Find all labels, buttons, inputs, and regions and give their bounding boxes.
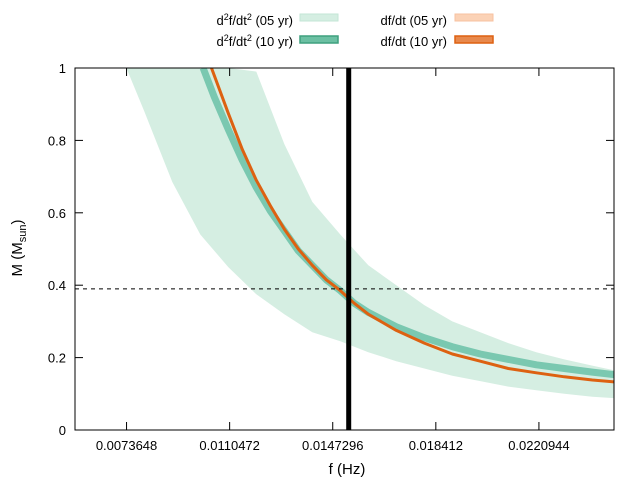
y-axis-label-subscript: sun bbox=[17, 225, 29, 243]
legend-label-d2fdt2-10yr-part: 2 bbox=[224, 33, 229, 43]
plot-area bbox=[75, 68, 614, 430]
legend-label-d2fdt2-10yr: d2f/dt2 (10 yr) bbox=[216, 33, 293, 49]
plot-frame bbox=[74, 67, 615, 431]
x-tick-label: 0.0110472 bbox=[199, 438, 260, 453]
y-axis-label-close: ) bbox=[9, 220, 26, 225]
x-tick-label: 0.0220944 bbox=[508, 438, 569, 453]
legend-label-d2fdt2-05yr-part: 2 bbox=[224, 12, 229, 22]
y-axis-label: M (Msun) bbox=[9, 220, 29, 277]
legend: d2f/dt2 (05 yr)d2f/dt2 (10 yr)df/dt (05 … bbox=[216, 12, 494, 49]
y-tick-label: 1 bbox=[59, 61, 66, 76]
axes: 0.0073648 0.0110472 0.0147296 0.018412 0.022… bbox=[48, 61, 615, 453]
x-tick-label: 0.0147296 bbox=[302, 438, 363, 453]
x-axis-label: f (Hz) bbox=[329, 461, 366, 478]
legend-label-d2fdt2-05yr-part: d bbox=[216, 13, 223, 28]
legend-label-d2fdt2-10yr-part: 2 bbox=[247, 33, 252, 43]
x-tick-label: 0.018412 bbox=[409, 438, 463, 453]
legend-label-d2fdt2-05yr: d2f/dt2 (05 yr) bbox=[216, 12, 293, 28]
legend-swatch-dfdt-05yr bbox=[454, 13, 494, 22]
legend-label-d2fdt2-05yr-part: f/dt bbox=[229, 13, 247, 28]
legend-label-d2fdt2-05yr-part: 2 bbox=[247, 12, 252, 22]
y-tick-label: 0.2 bbox=[48, 351, 66, 366]
legend-label-d2fdt2-05yr-part: (05 yr) bbox=[252, 13, 293, 28]
band-05yr-area bbox=[126, 68, 614, 399]
legend-label-dfdt-10yr: df/dt (10 yr) bbox=[381, 34, 447, 49]
plot-clip-group bbox=[75, 68, 614, 430]
legend-label-d2fdt2-10yr-part: (10 yr) bbox=[252, 34, 293, 49]
x-tick-label: 0.0073648 bbox=[96, 438, 157, 453]
legend-label-d2fdt2-10yr-part: d bbox=[216, 34, 223, 49]
y-tick-label: 0 bbox=[59, 423, 66, 438]
legend-label-dfdt-05yr: df/dt (05 yr) bbox=[381, 13, 447, 28]
y-tick-label: 0.8 bbox=[48, 133, 66, 148]
legend-label-d2fdt2-10yr-part: f/dt bbox=[229, 34, 247, 49]
series-dfdt-10yr-line bbox=[210, 68, 614, 384]
y-tick-label: 0.6 bbox=[48, 206, 66, 221]
legend-swatch-d2fdt2-05yr bbox=[299, 13, 339, 22]
legend-swatch-dfdt-10yr bbox=[454, 35, 494, 44]
y-tick-label: 0.4 bbox=[48, 278, 66, 293]
legend-swatch-d2fdt2-10yr bbox=[299, 35, 339, 44]
y-axis-label-main: M (M bbox=[9, 242, 26, 276]
